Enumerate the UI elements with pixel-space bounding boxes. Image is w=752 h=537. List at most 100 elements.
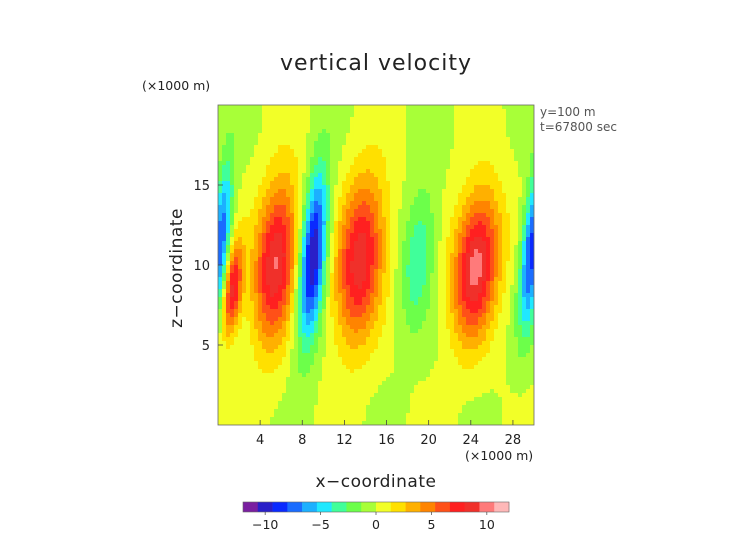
heatmap-cell bbox=[482, 273, 487, 278]
heatmap-cell bbox=[366, 137, 371, 142]
heatmap-cell bbox=[378, 153, 383, 158]
heatmap-cell bbox=[494, 345, 499, 350]
heatmap-cell bbox=[498, 145, 503, 150]
heatmap-cell bbox=[518, 269, 523, 274]
heatmap-cell bbox=[414, 149, 419, 154]
heatmap-cell bbox=[510, 333, 515, 338]
heatmap-cell bbox=[238, 321, 243, 326]
heatmap-cell bbox=[394, 185, 399, 190]
heatmap-cell bbox=[238, 133, 243, 138]
heatmap-cell bbox=[470, 237, 475, 242]
heatmap-cell bbox=[482, 313, 487, 318]
heatmap-cell bbox=[418, 201, 423, 206]
heatmap-cell bbox=[526, 337, 531, 342]
heatmap-cell bbox=[530, 185, 534, 190]
heatmap-cell bbox=[414, 121, 419, 126]
heatmap-cell bbox=[270, 321, 275, 326]
heatmap-cell bbox=[338, 225, 343, 230]
heatmap-cell bbox=[414, 341, 419, 346]
heatmap-cell bbox=[382, 133, 387, 138]
heatmap-cell bbox=[266, 117, 271, 122]
heatmap-cell bbox=[258, 301, 263, 306]
heatmap-cell bbox=[490, 233, 495, 238]
heatmap-cell bbox=[310, 137, 315, 142]
heatmap-cell bbox=[478, 333, 483, 338]
heatmap-cell bbox=[254, 113, 259, 118]
heatmap-cell bbox=[370, 341, 375, 346]
heatmap-cell bbox=[222, 265, 227, 270]
heatmap-cell bbox=[410, 309, 415, 314]
heatmap-cell bbox=[462, 113, 467, 118]
heatmap-cell bbox=[530, 161, 534, 166]
heatmap-cell bbox=[442, 273, 447, 278]
heatmap-cell bbox=[510, 129, 515, 134]
heatmap-cell bbox=[234, 201, 239, 206]
heatmap-cell bbox=[294, 341, 299, 346]
heatmap-cell bbox=[322, 121, 327, 126]
heatmap-cell bbox=[362, 297, 367, 302]
heatmap-cell bbox=[430, 325, 435, 330]
heatmap-cell bbox=[346, 313, 351, 318]
heatmap-cell bbox=[462, 109, 467, 114]
heatmap-cell bbox=[522, 285, 527, 290]
heatmap-cell bbox=[442, 265, 447, 270]
heatmap-cell bbox=[338, 325, 343, 330]
heatmap-cell bbox=[394, 169, 399, 174]
heatmap-cell bbox=[490, 161, 495, 166]
heatmap-cell bbox=[510, 153, 515, 158]
heatmap-cell bbox=[426, 249, 431, 254]
heatmap-cell bbox=[242, 181, 247, 186]
heatmap-cell bbox=[454, 201, 459, 206]
heatmap-cell bbox=[402, 313, 407, 318]
heatmap-cell bbox=[438, 269, 443, 274]
heatmap-cell bbox=[226, 353, 231, 358]
heatmap-cell bbox=[430, 137, 435, 142]
heatmap-cell bbox=[342, 233, 347, 238]
heatmap-cell bbox=[218, 173, 223, 178]
heatmap-cell bbox=[370, 197, 375, 202]
heatmap-cell bbox=[366, 277, 371, 282]
heatmap-cell bbox=[462, 253, 467, 258]
heatmap-cell bbox=[530, 281, 534, 286]
heatmap-cell bbox=[362, 145, 367, 150]
heatmap-cell bbox=[414, 321, 419, 326]
heatmap-cell bbox=[438, 221, 443, 226]
heatmap-cell bbox=[306, 193, 311, 198]
heatmap-cell bbox=[406, 121, 411, 126]
heatmap-cell bbox=[450, 265, 455, 270]
heatmap-cell bbox=[482, 241, 487, 246]
heatmap-cell bbox=[354, 313, 359, 318]
heatmap-cell bbox=[238, 149, 243, 154]
heatmap-cell bbox=[262, 357, 267, 362]
heatmap-cell bbox=[334, 161, 339, 166]
heatmap-cell bbox=[230, 333, 235, 338]
heatmap-cell bbox=[270, 345, 275, 350]
heatmap-cell bbox=[422, 213, 427, 218]
heatmap-cell bbox=[382, 109, 387, 114]
heatmap-cell bbox=[454, 161, 459, 166]
heatmap-cell bbox=[306, 277, 311, 282]
heatmap-cell bbox=[242, 205, 247, 210]
heatmap-cell bbox=[530, 345, 534, 350]
heatmap-cell bbox=[522, 217, 527, 222]
heatmap-cell bbox=[330, 325, 335, 330]
heatmap-cell bbox=[230, 185, 235, 190]
heatmap-cell bbox=[294, 297, 299, 302]
heatmap-cell bbox=[230, 285, 235, 290]
heatmap-cell bbox=[474, 225, 479, 230]
heatmap-cell bbox=[326, 345, 331, 350]
heatmap-cell bbox=[298, 317, 303, 322]
heatmap-cell bbox=[498, 133, 503, 138]
heatmap-cell bbox=[462, 329, 467, 334]
heatmap-cell bbox=[462, 225, 467, 230]
heatmap-cell bbox=[250, 185, 255, 190]
heatmap-cell bbox=[358, 193, 363, 198]
heatmap-cell bbox=[442, 117, 447, 122]
heatmap-cell bbox=[434, 185, 439, 190]
heatmap-cell bbox=[370, 181, 375, 186]
heatmap-cell bbox=[374, 209, 379, 214]
heatmap-cell bbox=[346, 305, 351, 310]
heatmap-cell bbox=[490, 241, 495, 246]
heatmap-cell bbox=[474, 333, 479, 338]
heatmap-cell bbox=[346, 353, 351, 358]
